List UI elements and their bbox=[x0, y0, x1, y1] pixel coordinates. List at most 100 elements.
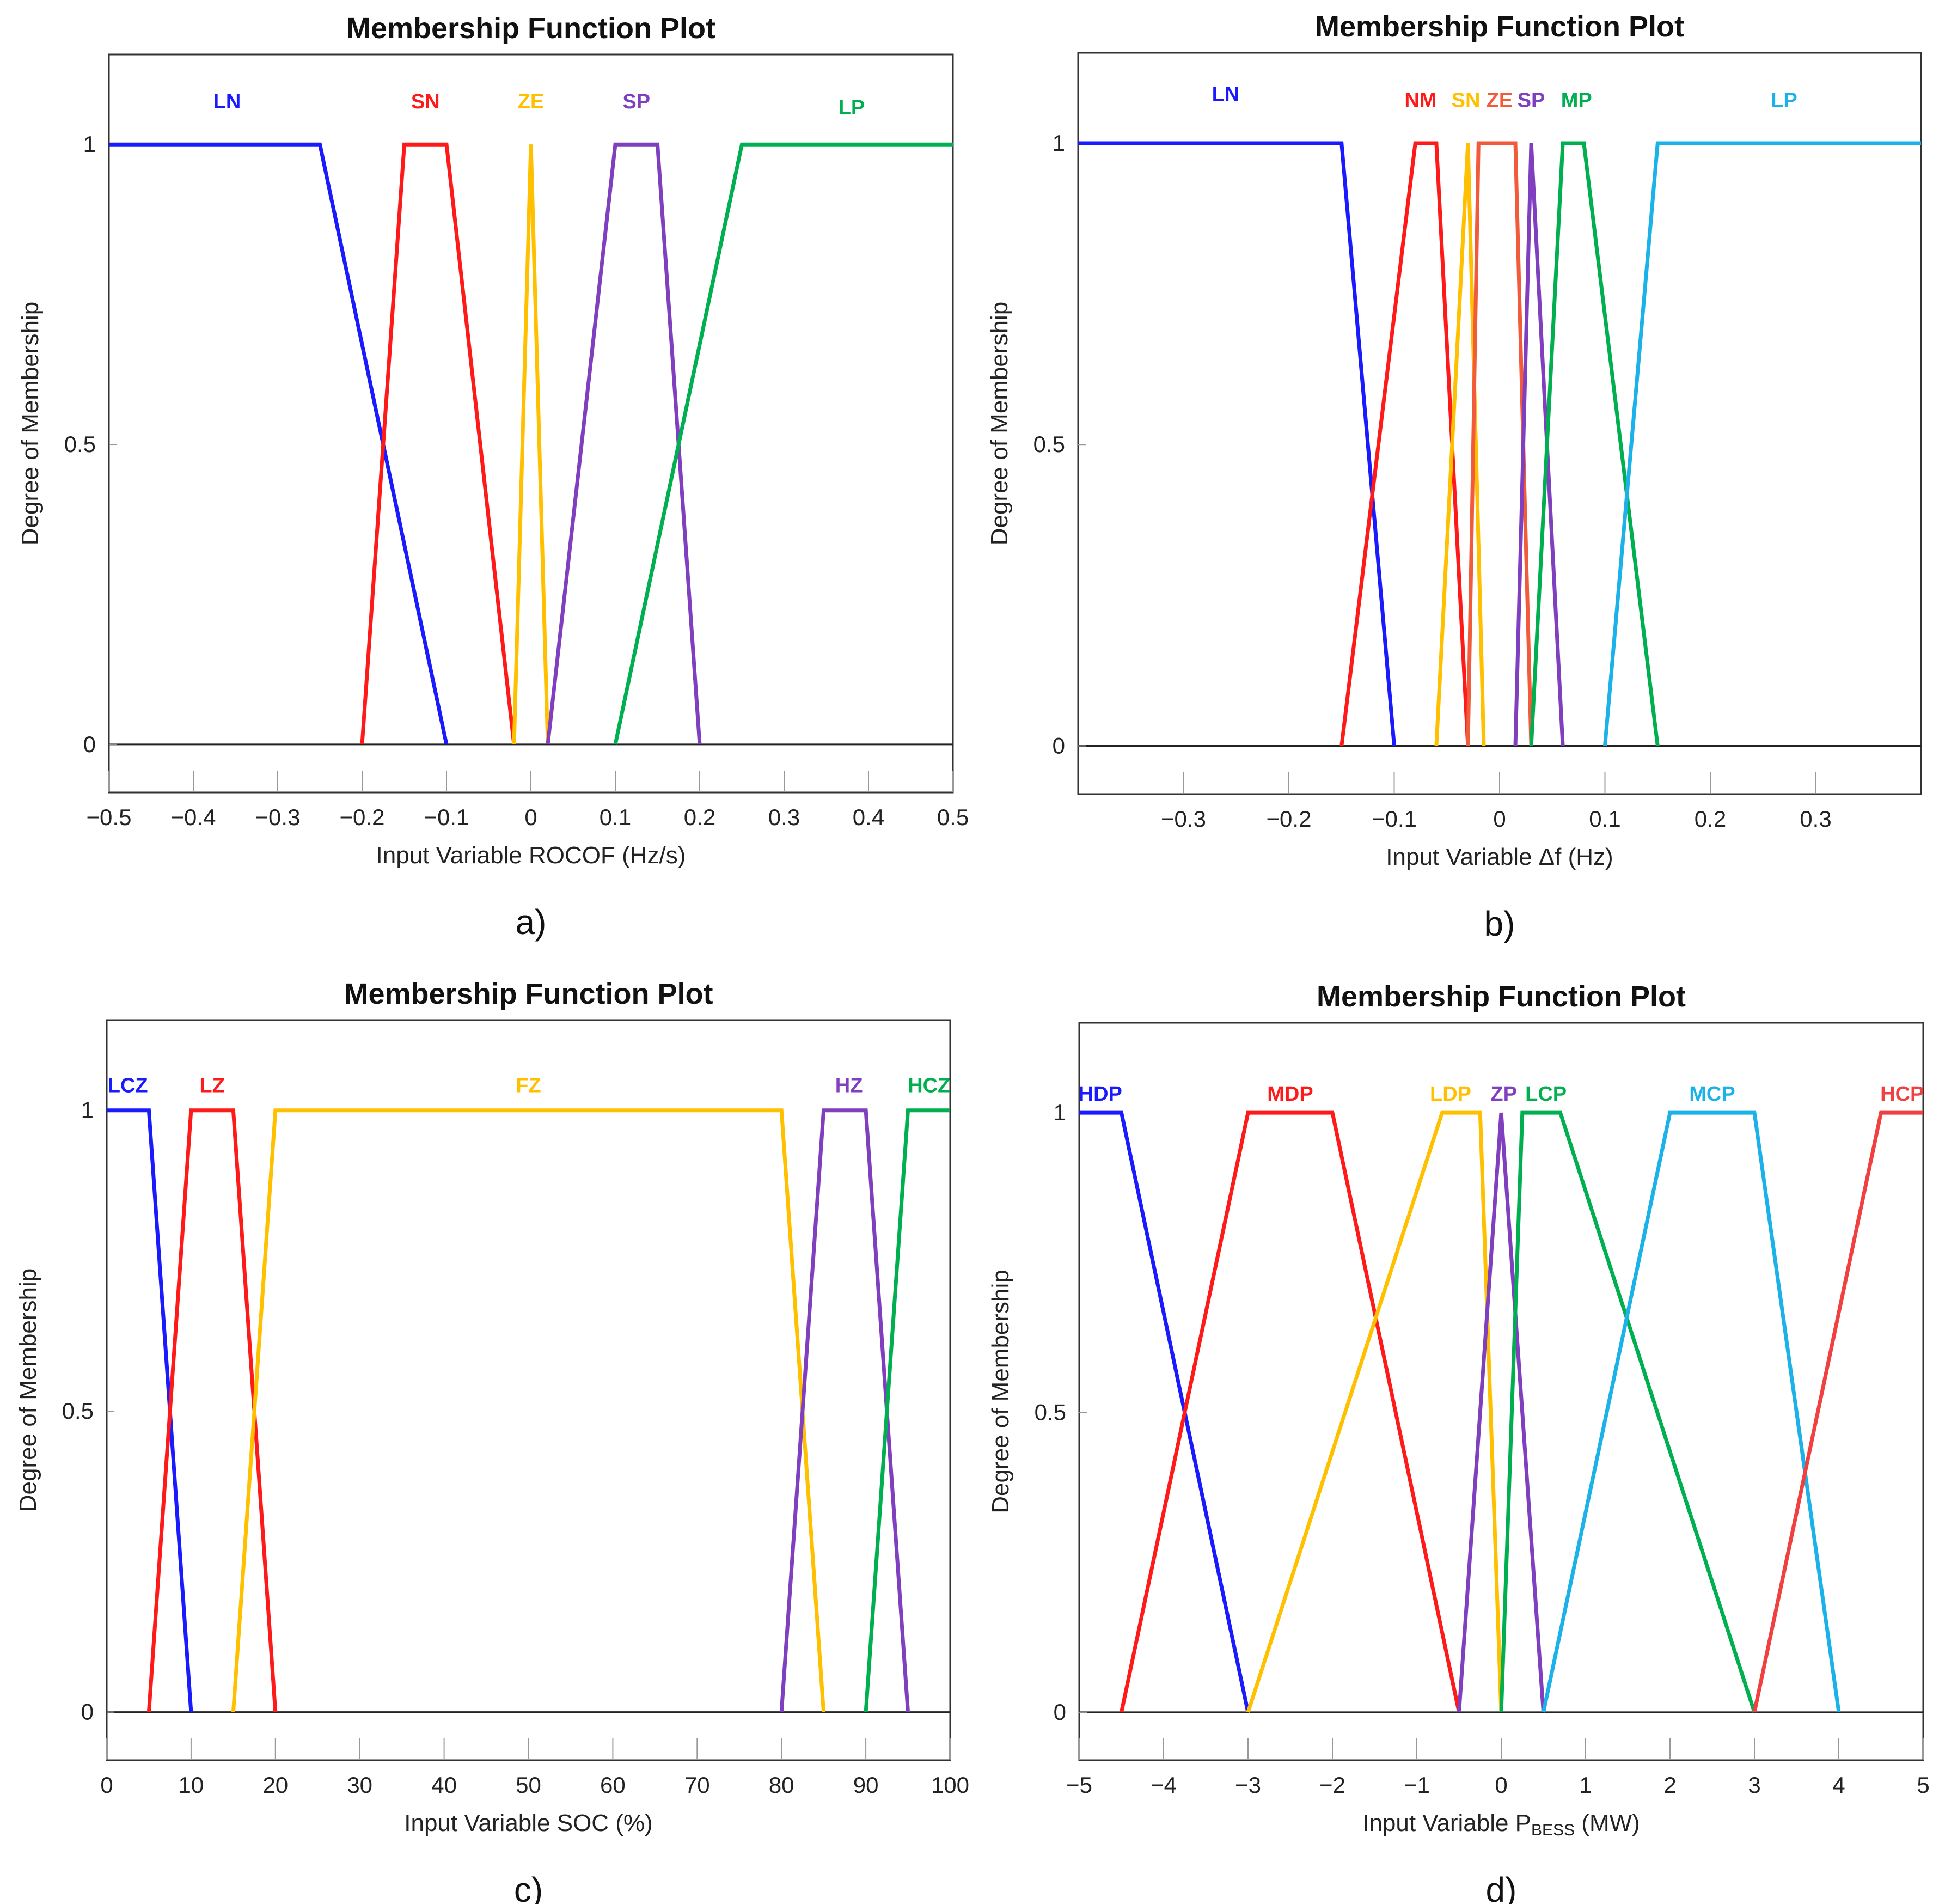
chart-d-xtick-label: −1 bbox=[1404, 1772, 1430, 1798]
chart-a-ylabel: Degree of Membership bbox=[17, 302, 44, 546]
chart-a-series-lp bbox=[613, 142, 953, 745]
chart-d-label-mdp: MDP bbox=[1267, 1083, 1313, 1106]
chart-b-label-sp: SP bbox=[1518, 89, 1545, 112]
chart-c-series-hz bbox=[779, 1108, 910, 1712]
chart-b-xtick-label: 0.3 bbox=[1800, 806, 1831, 832]
chart-d-series-hcp bbox=[1752, 1110, 1923, 1713]
chart-b-xtick-label: −0.2 bbox=[1267, 806, 1312, 832]
chart-a-series-sn bbox=[360, 142, 516, 745]
chart-d-ytick-label: 0 bbox=[1054, 1699, 1066, 1725]
chart-c-label-hz: HZ bbox=[835, 1075, 863, 1097]
chart-a-title: Membership Function Plot bbox=[346, 12, 715, 45]
chart-a-xtick-label: 0.5 bbox=[937, 804, 969, 830]
chart-a-panel-letter: a) bbox=[516, 902, 547, 942]
chart-d-xtick-label: 0 bbox=[1495, 1772, 1507, 1798]
chart-c-xtick-label: 60 bbox=[600, 1772, 626, 1798]
chart-d-series-ldp bbox=[1246, 1110, 1503, 1713]
chart-c-xtick-label: 20 bbox=[262, 1772, 288, 1798]
chart-d-xlabel: Input Variable PBESS (MW) bbox=[1362, 1810, 1640, 1839]
chart-b-xtick-label: −0.1 bbox=[1372, 806, 1417, 832]
chart-d-label-hdp: HDP bbox=[1079, 1083, 1122, 1106]
chart-b-title: Membership Function Plot bbox=[1315, 10, 1684, 43]
chart-d-xtick-label: 2 bbox=[1663, 1772, 1676, 1798]
chart-a-xtick-label: −0.2 bbox=[340, 804, 385, 830]
chart-a-xtick-label: −0.4 bbox=[171, 804, 216, 830]
chart-a-xtick-label: 0.2 bbox=[684, 804, 715, 830]
chart-c-xtick-label: 80 bbox=[769, 1772, 794, 1798]
chart-c-series-fz bbox=[231, 1108, 826, 1712]
chart-d-panel-letter: d) bbox=[1486, 1870, 1517, 1904]
chart-b-label-sn: SN bbox=[1452, 89, 1481, 112]
chart-c-xtick-label: 40 bbox=[431, 1772, 457, 1798]
chart-d-label-mcp: MCP bbox=[1689, 1083, 1735, 1106]
chart-b-label-ze: ZE bbox=[1487, 89, 1513, 112]
chart-d-series-mcp bbox=[1542, 1110, 1841, 1713]
chart-c-panel-letter: c) bbox=[514, 1870, 543, 1904]
chart-c-xtick-label: 50 bbox=[516, 1772, 541, 1798]
chart-d-label-hcp: HCP bbox=[1880, 1083, 1924, 1106]
chart-b-series-nm bbox=[1339, 141, 1470, 746]
chart-a-xlabel: Input Variable ROCOF (Hz/s) bbox=[376, 842, 686, 869]
chart-b-ylabel: Degree of Membership bbox=[986, 302, 1013, 546]
chart-a-label-ln: LN bbox=[213, 90, 241, 113]
chart-d-series-hdp bbox=[1079, 1110, 1250, 1713]
chart-b-label-mp: MP bbox=[1561, 89, 1592, 112]
chart-a-series-ze bbox=[512, 144, 550, 744]
chart-a-ytick-label: 1 bbox=[83, 131, 96, 157]
chart-d-xtick-label: −5 bbox=[1066, 1772, 1092, 1798]
chart-c-ylabel: Degree of Membership bbox=[15, 1268, 41, 1512]
chart-d-xtick-label: 3 bbox=[1748, 1772, 1760, 1798]
chart-d-ylabel: Degree of Membership bbox=[987, 1270, 1014, 1514]
chart-c-xtick-label: 70 bbox=[684, 1772, 710, 1798]
chart-b-xtick-label: 0.2 bbox=[1695, 806, 1726, 832]
chart-b-ytick-label: 1 bbox=[1053, 130, 1065, 156]
chart-d-xtick-label: −2 bbox=[1319, 1772, 1345, 1798]
chart-b-series-ln bbox=[1078, 141, 1396, 746]
chart-d-series-zp bbox=[1457, 1112, 1545, 1713]
chart-c-label-lz: LZ bbox=[199, 1075, 224, 1097]
chart-d-xtick-label: 1 bbox=[1579, 1772, 1592, 1798]
chart-a-xtick-label: −0.5 bbox=[87, 804, 132, 830]
chart-c-label-hcz: HCZ bbox=[908, 1075, 950, 1097]
chart-d-series-mdp bbox=[1120, 1110, 1461, 1713]
chart-b-series-mp bbox=[1529, 141, 1660, 746]
chart-d-ytick-label: 1 bbox=[1054, 1100, 1066, 1125]
chart-d-label-ldp: LDP bbox=[1430, 1083, 1471, 1106]
chart-c-xtick-label: 0 bbox=[100, 1772, 113, 1798]
chart-b-series-lp bbox=[1603, 141, 1921, 746]
chart-c-xtick-label: 100 bbox=[931, 1772, 969, 1798]
chart-d-label-lcp: LCP bbox=[1525, 1083, 1567, 1106]
chart-a-xtick-label: 0.4 bbox=[853, 804, 884, 830]
chart-c-label-lcz: LCZ bbox=[108, 1075, 148, 1097]
chart-a: 0 0.5 1 −0.5 −0.4 −0.3 −0.2 −0.1 0 0.1 0.2 0.3 0.4 0.… bbox=[17, 12, 969, 942]
chart-a-xtick-label: 0 bbox=[524, 804, 537, 830]
chart-b-series-sn bbox=[1434, 143, 1486, 746]
chart-b-label-ln: LN bbox=[1212, 83, 1240, 106]
chart-b-label-lp: LP bbox=[1771, 89, 1797, 112]
chart-a-ytick-label: 0.5 bbox=[64, 431, 96, 457]
chart-a-xtick-label: −0.3 bbox=[255, 804, 301, 830]
chart-b: 0 0.5 1 −0.3 −0.2 −0.1 0 0.1 0.2 0.3 LN NM SN ZE SP MP L… bbox=[986, 10, 1922, 943]
chart-a-xtick-label: 0.3 bbox=[768, 804, 800, 830]
chart-a-ytick-label: 0 bbox=[83, 731, 96, 757]
chart-a-label-sn: SN bbox=[411, 90, 440, 113]
chart-d-xtick-label: −4 bbox=[1151, 1772, 1177, 1798]
chart-b-ytick-label: 0.5 bbox=[1033, 431, 1065, 457]
chart-b-xtick-label: 0.1 bbox=[1589, 806, 1620, 832]
chart-c-xtick-label: 10 bbox=[179, 1772, 204, 1798]
chart-d-label-zp: ZP bbox=[1490, 1083, 1517, 1106]
chart-c-xtick-label: 30 bbox=[347, 1772, 372, 1798]
chart-b-ytick-label: 0 bbox=[1053, 733, 1065, 758]
chart-c-title: Membership Function Plot bbox=[344, 978, 713, 1010]
chart-c-xlabel: Input Variable SOC (%) bbox=[404, 1810, 652, 1836]
chart-d: 0 0.5 1 −5 −4 −3 −2 −1 0 1 2 3 4 5 HDP MDP LDP ZP LCP MCP HC… bbox=[987, 980, 1930, 1904]
chart-d-series-lcp bbox=[1499, 1110, 1757, 1713]
chart-a-label-lp: LP bbox=[839, 96, 865, 119]
chart-a-xtick-label: −0.1 bbox=[424, 804, 469, 830]
chart-b-series-sp bbox=[1513, 143, 1565, 746]
chart-d-xtick-label: 4 bbox=[1832, 1772, 1845, 1798]
chart-d-xtick-label: 5 bbox=[1917, 1772, 1929, 1798]
chart-b-xtick-label: 0 bbox=[1493, 806, 1506, 832]
